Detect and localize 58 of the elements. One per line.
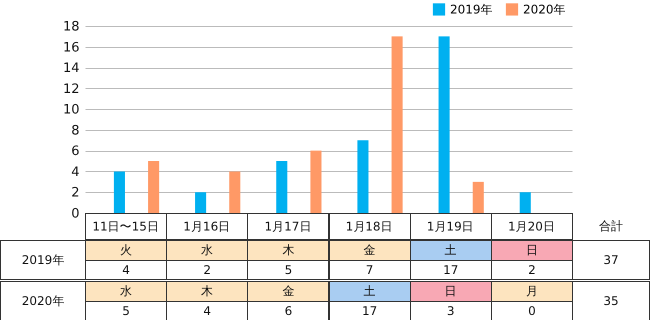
bar: [472, 182, 484, 213]
y-tick-label: 0: [71, 206, 80, 222]
x-tick-label: 11日〜15日: [92, 220, 159, 234]
text: 火: [85, 240, 168, 261]
data-label: 7: [328, 260, 411, 280]
text: 金: [247, 281, 330, 302]
bar: [148, 161, 160, 213]
text: 37: [572, 240, 650, 280]
x-tick-label: 1月16日: [183, 220, 230, 234]
data-label: 2: [490, 260, 573, 280]
y-tick-label: 12: [62, 82, 80, 97]
bar: [229, 171, 240, 213]
text: 金: [328, 240, 411, 261]
data-label: 0: [490, 301, 573, 320]
x-tick-label: 1月17日: [264, 220, 312, 234]
data-label: 17: [410, 260, 492, 280]
y-tick-label: 10: [62, 102, 80, 118]
bar: [114, 171, 125, 213]
text: 水: [85, 281, 168, 302]
data-label: 3: [410, 301, 492, 320]
text: 日: [490, 240, 573, 261]
text: 土: [328, 281, 411, 302]
text: 2020年: [22, 294, 64, 308]
bar: [438, 36, 450, 213]
data-label: 5: [85, 301, 168, 320]
text: 35: [572, 281, 650, 320]
bar: [357, 140, 368, 213]
legend-label: 2019年: [450, 2, 493, 16]
y-tick-label: 6: [71, 144, 80, 160]
text: 木: [166, 281, 248, 302]
y-tick-label: 4: [71, 164, 80, 180]
y-tick-label: 18: [62, 20, 80, 34]
y-tick-label: 2: [71, 186, 80, 201]
x-tick-label: 1月19日: [426, 220, 474, 234]
bar: [310, 150, 322, 213]
data-label: 17: [328, 301, 411, 320]
text: 水: [166, 240, 248, 261]
legend-label: 2020年: [523, 2, 566, 16]
text: 木: [247, 240, 330, 261]
text: 合計: [598, 218, 624, 235]
text: 日: [410, 281, 492, 302]
text: 土: [410, 240, 492, 261]
data-label: 4: [85, 260, 168, 280]
x-tick-label: 1月18日: [346, 220, 393, 234]
data-label: 2: [166, 260, 248, 280]
data-label: 5: [247, 260, 330, 280]
x-tick-label: 1月20日: [508, 220, 555, 234]
bar: [195, 192, 206, 213]
bar: [392, 36, 403, 213]
bar: [520, 192, 531, 213]
bar: [276, 161, 288, 213]
text: 2019年: [22, 252, 64, 266]
y-tick-label: 8: [71, 123, 80, 138]
y-tick-label: 14: [62, 61, 80, 76]
data-label: 4: [166, 301, 248, 320]
data-label: 6: [247, 301, 330, 320]
text: 月: [490, 281, 573, 302]
y-tick-label: 16: [62, 40, 80, 56]
